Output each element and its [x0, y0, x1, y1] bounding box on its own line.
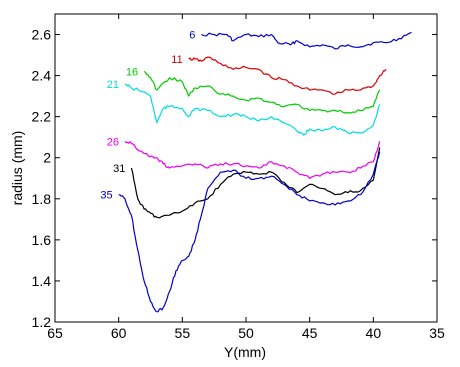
x-tick-label: 65	[47, 325, 63, 341]
series-label-26: 26	[107, 136, 119, 148]
series-line-11	[188, 56, 387, 95]
x-tick-label: 50	[238, 325, 254, 341]
series-label-21: 21	[107, 79, 119, 91]
series-layer	[118, 31, 412, 313]
y-axis-label: radius (mm)	[9, 131, 25, 206]
tick-layer: 65 60 55 50 45 40 35 1.2 1.4 1.6 1.8 2 2.2 2.4 2.6	[32, 14, 445, 341]
series-line-31	[130, 147, 381, 219]
series-label-16: 16	[126, 66, 138, 78]
y-tick-label: 1.2	[32, 314, 52, 330]
plot-frame	[54, 13, 438, 323]
series-line-26	[124, 140, 381, 179]
series-line-16	[143, 70, 381, 114]
series-line-6	[201, 31, 412, 50]
series-label-35: 35	[100, 190, 112, 202]
x-tick-label: 60	[111, 325, 127, 341]
series-label-6: 6	[189, 30, 195, 42]
y-tick-label: 1.8	[32, 191, 52, 207]
x-tick-label: 40	[366, 325, 382, 341]
y-tick-label: 2.4	[32, 68, 52, 84]
series-label-layer: 6 11 16 21 26 31 35	[100, 30, 195, 202]
x-tick-label: 35	[429, 325, 445, 341]
x-axis-label: Y(mm)	[224, 344, 266, 360]
y-tick-label: 1.4	[32, 273, 52, 289]
y-tick-label: 1.6	[32, 232, 52, 248]
y-tick-label: 2	[43, 150, 51, 166]
y-tick-label: 2.6	[32, 27, 52, 43]
series-label-11: 11	[171, 54, 182, 66]
x-tick-label: 55	[175, 325, 191, 341]
series-label-31: 31	[113, 163, 125, 175]
series-line-21	[124, 83, 381, 136]
y-tick-label: 2.2	[32, 109, 52, 125]
series-line-35	[118, 151, 381, 313]
plot-area	[54, 13, 438, 323]
x-tick-label: 45	[302, 325, 318, 341]
